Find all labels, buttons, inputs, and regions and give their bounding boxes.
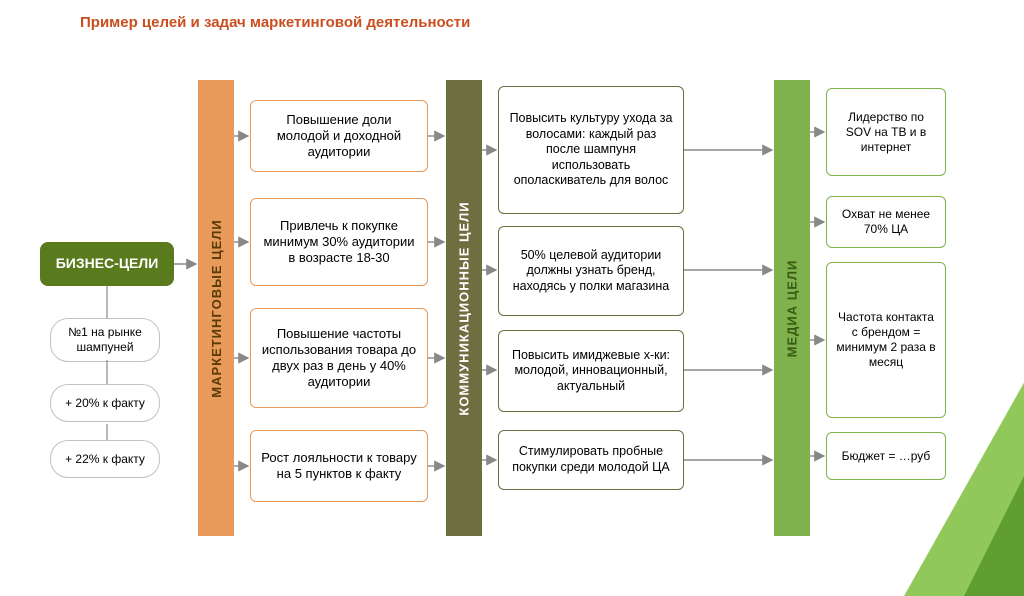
media-goal-item: Лидерство по SOV на ТВ и в интернет (826, 88, 946, 176)
page-title: Пример целей и задач маркетинговой деяте… (80, 14, 470, 31)
business-goal-item: + 20% к факту (50, 384, 160, 422)
business-goal-item: №1 на рынке шампуней (50, 318, 160, 362)
media-goal-item: Охват не менее 70% ЦА (826, 196, 946, 248)
communication-goals-label: КОММУНИКАЦИОННЫЕ ЦЕЛИ (457, 201, 472, 415)
communication-goals-bar: КОММУНИКАЦИОННЫЕ ЦЕЛИ (446, 80, 482, 536)
decorative-triangle-dark (964, 396, 1024, 596)
marketing-goal-item: Рост лояльности к товару на 5 пунктов к … (250, 430, 428, 502)
communication-goal-item: Повысить культуру ухода за волосами: каж… (498, 86, 684, 214)
marketing-goal-item: Повышение доли молодой и доходной аудито… (250, 100, 428, 172)
media-goals-bar: МЕДИА ЦЕЛИ (774, 80, 810, 536)
marketing-goals-bar: МАРКЕТИНГОВЫЕ ЦЕЛИ (198, 80, 234, 536)
media-goals-label: МЕДИА ЦЕЛИ (785, 259, 800, 357)
communication-goal-item: 50% целевой аудитории должны узнать брен… (498, 226, 684, 316)
marketing-goal-item: Привлечь к покупке минимум 30% аудитории… (250, 198, 428, 286)
media-goal-item: Бюджет = …руб (826, 432, 946, 480)
business-goals-header: БИЗНЕС-ЦЕЛИ (40, 242, 174, 286)
business-goal-item: + 22% к факту (50, 440, 160, 478)
marketing-goals-label: МАРКЕТИНГОВЫЕ ЦЕЛИ (209, 219, 224, 398)
media-goal-item: Частота контакта с брендом = минимум 2 р… (826, 262, 946, 418)
communication-goal-item: Стимулировать пробные покупки среди моло… (498, 430, 684, 490)
communication-goal-item: Повысить имиджевые х-ки: молодой, иннова… (498, 330, 684, 412)
marketing-goal-item: Повышение частоты использования товара д… (250, 308, 428, 408)
